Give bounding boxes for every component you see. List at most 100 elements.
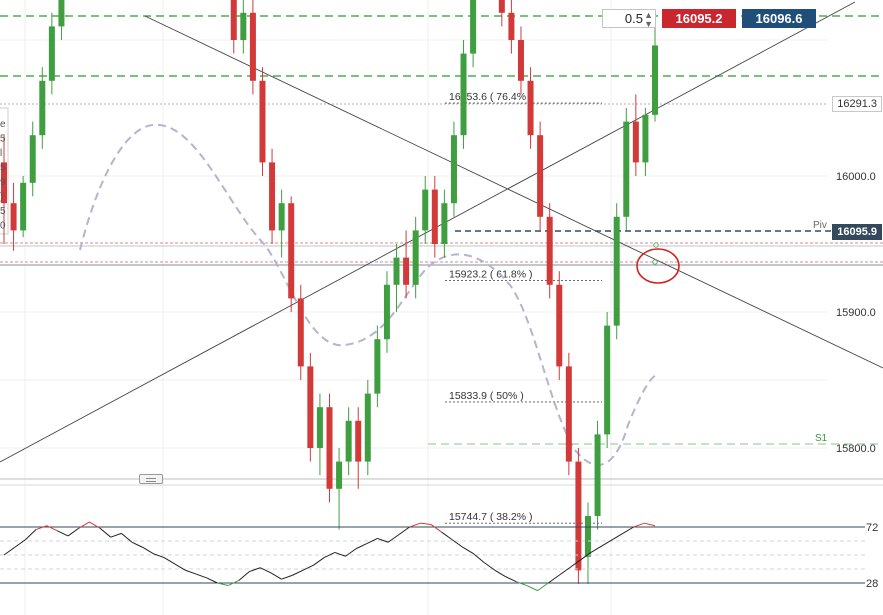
rsi-segment bbox=[441, 531, 453, 541]
rsi-segment bbox=[366, 538, 378, 544]
fib-level-label: 16053.6 ( 76.4% ) bbox=[449, 91, 532, 103]
rsi-segment bbox=[494, 569, 506, 578]
buy-button[interactable]: 16096.6 bbox=[742, 9, 816, 28]
candle bbox=[537, 121, 544, 231]
candle bbox=[383, 271, 390, 353]
candle bbox=[240, 0, 247, 54]
candle bbox=[575, 448, 582, 584]
rsi-segment bbox=[323, 552, 336, 558]
candle bbox=[623, 108, 630, 231]
left-panel-labels: e 5 l 5 9) 5 0 bbox=[0, 119, 6, 232]
rsi-segment bbox=[131, 541, 143, 548]
current-price-tag: 16095.9 bbox=[832, 224, 882, 240]
panel-resize-handle[interactable] bbox=[139, 474, 163, 484]
rsi-segment bbox=[206, 577, 218, 584]
rsi-segment bbox=[163, 557, 176, 565]
candle bbox=[594, 420, 601, 530]
rsi-segment bbox=[644, 522, 656, 527]
fib-level-label: 15833.9 ( 50% ) bbox=[449, 390, 524, 402]
rsi-segment bbox=[430, 524, 442, 533]
candle bbox=[278, 189, 285, 258]
rsi-segment bbox=[57, 530, 69, 537]
rsi-segment bbox=[633, 522, 645, 528]
candle bbox=[470, 0, 477, 68]
price-tick-label: 15800.0 bbox=[836, 443, 876, 455]
rsi-segment bbox=[24, 529, 37, 541]
rsi-segment bbox=[483, 562, 496, 571]
rsi-segment bbox=[547, 574, 560, 584]
rsi-segment bbox=[526, 585, 538, 592]
rsi-segment bbox=[601, 539, 613, 547]
candle bbox=[316, 393, 323, 476]
candle bbox=[441, 189, 448, 258]
fib-level-label: 15923.2 ( 61.8% ) bbox=[449, 268, 532, 280]
highlight-circle bbox=[636, 248, 680, 284]
rsi-segment bbox=[345, 548, 357, 557]
rsi-segment bbox=[270, 572, 282, 580]
candle bbox=[508, 0, 515, 54]
pivot-price-tag: 16291.3 bbox=[832, 96, 882, 112]
candle bbox=[517, 26, 524, 95]
support-marker: S1 bbox=[815, 433, 828, 444]
rsi-segment bbox=[537, 582, 549, 592]
quantity-value: 0.5 bbox=[624, 11, 643, 26]
candle bbox=[249, 0, 256, 95]
rsi-lower-label: 28 bbox=[866, 578, 878, 590]
rsi-panel: 72 28 bbox=[0, 521, 878, 592]
rsi-segment bbox=[313, 557, 325, 566]
candle bbox=[393, 244, 400, 312]
left-panel-fragment: 5 bbox=[0, 206, 6, 217]
rsi-segment bbox=[174, 563, 186, 571]
rsi-segment bbox=[505, 576, 517, 583]
sell-button[interactable]: 16095.2 bbox=[662, 9, 736, 28]
candle bbox=[422, 176, 429, 244]
left-panel-fragment: 5 bbox=[0, 134, 6, 145]
left-panel-fragment: ) bbox=[0, 192, 3, 203]
rsi-segment bbox=[387, 534, 400, 543]
price-tick-label: 15900.0 bbox=[836, 307, 876, 319]
grid-lines bbox=[0, 0, 828, 615]
candle bbox=[450, 121, 457, 217]
candle bbox=[58, 0, 65, 40]
rsi-segment bbox=[99, 527, 112, 538]
rsi-segment bbox=[420, 522, 431, 525]
candle bbox=[403, 230, 410, 299]
candle bbox=[584, 502, 591, 584]
candle bbox=[326, 393, 333, 503]
candle bbox=[546, 203, 553, 299]
rsi-segment bbox=[291, 569, 304, 576]
rsi-segment bbox=[14, 539, 26, 548]
rsi-segment bbox=[451, 539, 464, 548]
rsi-upper-label: 72 bbox=[866, 522, 878, 534]
rsi-segment bbox=[558, 567, 570, 576]
rsi-segment bbox=[89, 521, 101, 529]
rsi-segment bbox=[580, 552, 592, 561]
rsi-segment bbox=[35, 525, 47, 531]
trend-lines bbox=[0, 1, 883, 463]
candle bbox=[364, 380, 371, 476]
marker-dot bbox=[653, 242, 659, 248]
rsi-segment bbox=[409, 522, 421, 528]
candle bbox=[556, 271, 563, 380]
left-panel-fragment: e bbox=[0, 119, 6, 130]
quantity-input[interactable]: 0.5 ▲ ▼ bbox=[602, 9, 656, 29]
rsi-segment bbox=[142, 546, 154, 555]
fib-level-label: 15744.7 ( 38.2% ) bbox=[449, 511, 532, 523]
candle bbox=[297, 284, 304, 380]
left-panel-fragment: 0 bbox=[0, 221, 6, 232]
candle bbox=[460, 40, 467, 149]
candle bbox=[269, 148, 276, 244]
rsi-line bbox=[3, 521, 656, 592]
candle bbox=[613, 203, 620, 340]
rsi-segment bbox=[462, 546, 474, 555]
rsi-segment bbox=[590, 545, 602, 553]
candle bbox=[498, 0, 505, 27]
rsi-segment bbox=[46, 525, 58, 532]
rsi-segment bbox=[398, 526, 410, 536]
quantity-stepper-icon[interactable]: ▲ ▼ bbox=[644, 10, 653, 29]
candle bbox=[632, 94, 639, 176]
left-panel-fragment: 9 bbox=[0, 177, 6, 188]
rsi-segment bbox=[78, 521, 90, 529]
